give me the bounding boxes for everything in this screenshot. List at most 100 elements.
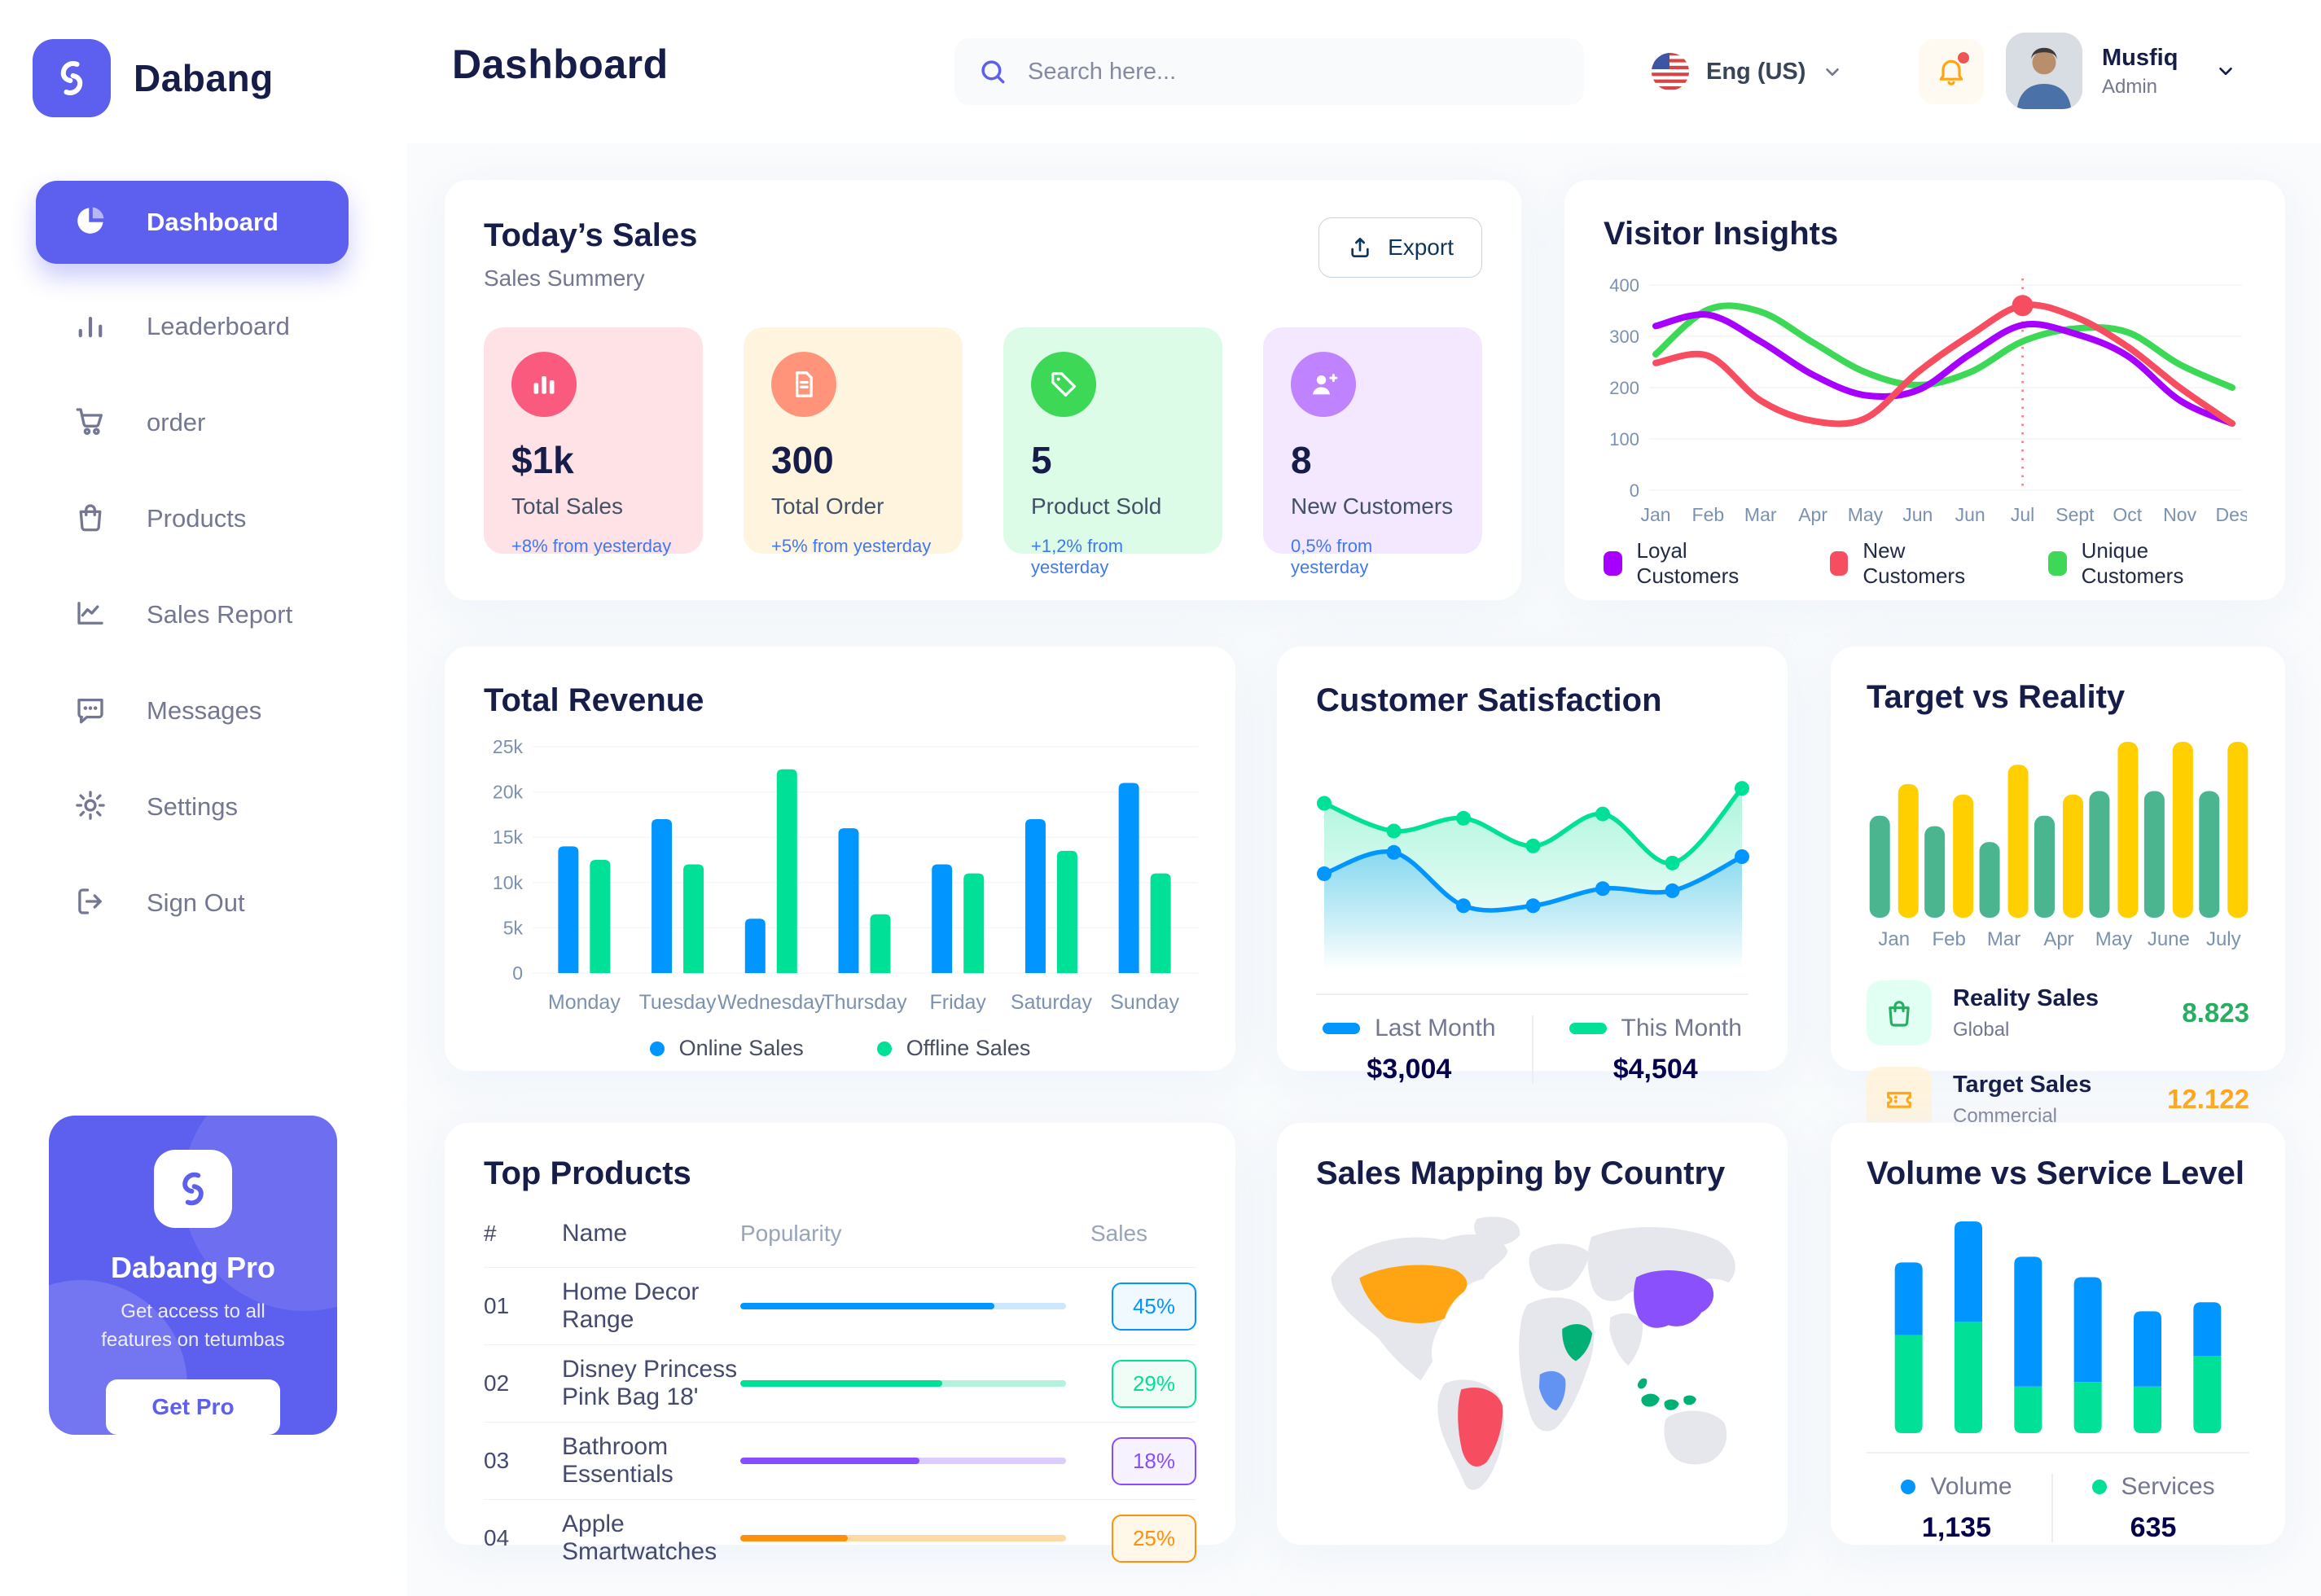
stat-card-total-sales: $1k Total Sales +8% from yesterday [484,327,703,556]
svg-text:Nov: Nov [2163,504,2196,525]
table-row[interactable]: 01 Home Decor Range 45% [484,1268,1196,1345]
target-sales-value: 12.122 [2167,1084,2249,1114]
svg-text:Oct: Oct [2113,504,2142,525]
sidebar-item-leaderboard[interactable]: Leaderboard [0,278,407,375]
product-name: Bathroom Essentials [562,1433,673,1488]
legend-label: Unique Customers [2081,538,2184,588]
bell-icon [1939,59,1963,86]
customer-satisfaction-chart [1317,781,1749,970]
notification-button[interactable] [1919,39,1984,104]
country-china[interactable] [1634,1270,1714,1328]
visitor-insights-chart: 0 100 200 300 400 Jan Feb Mar Apr May Jun Jun Jul Sep… [1609,275,2249,525]
sidebar-item-label: Settings [147,792,239,821]
country-usa[interactable] [1359,1265,1468,1323]
sidebar-item-sign-out[interactable]: Sign Out [0,855,407,951]
total-revenue-chart: 0 5k 10k 15k 20k 25k Monday Tuesday WednesdayThu… [493,736,1198,1014]
sidebar-item-products[interactable]: Products [0,471,407,567]
satisfaction-legend: Last Month $3,004 This Month $4,504 [1316,1015,1748,1085]
search-input[interactable] [1026,57,1561,86]
legend-sublabel: Global [1953,1018,2010,1041]
visitor-legend: Loyal Customers New Customers Unique Cus… [1604,538,2246,589]
popularity-bar [740,1458,1066,1464]
notification-badge [1956,50,1971,65]
header-popularity: Popularity [740,1221,842,1246]
total-revenue-title: Total Revenue [484,682,704,718]
user-profile[interactable]: Musfiq Admin [2006,33,2236,109]
bar-chart-icon [511,352,577,417]
ticket-icon [1867,1067,1932,1132]
svg-text:0: 0 [512,962,523,984]
customer-satisfaction-title: Customer Satisfaction [1316,682,1662,718]
sidebar-item-label: Sales Report [147,600,293,629]
svg-text:10k: 10k [493,872,524,893]
top-products-title: Top Products [484,1155,691,1191]
topbar: Dashboard [407,0,2321,143]
product-num: 03 [484,1448,510,1473]
export-button[interactable]: Export [1318,217,1482,278]
sidebar-item-label: Dashboard [147,208,279,236]
services-dot [2091,1479,2107,1494]
sales-mapping-card: Sales Mapping by Country [1276,1122,1788,1546]
svg-text:Sept: Sept [2056,504,2095,525]
svg-text:Apr: Apr [2043,928,2073,950]
sales-badge: 29% [1112,1359,1196,1408]
svg-text:400: 400 [1609,275,1639,296]
chevron-down-icon [2219,67,2233,76]
stat-card-new-customers: 8 New Customers 0,5% from yesterday [1263,327,1482,577]
sidebar-menu: Dashboard Leaderboard order [0,181,407,951]
popularity-bar [740,1303,1066,1309]
sidebar-item-label: Sign Out [147,888,245,917]
popularity-bar [740,1380,1066,1387]
stat-label: New Customers [1291,493,1454,519]
pro-card-subtitle: Get access to all features on tetumbas [101,1300,285,1351]
target-vs-reality-title: Target vs Reality [1867,679,2126,715]
export-icon [1351,238,1369,257]
europe-shape [1529,1243,1590,1291]
stat-delta: 0,5% from yesterday [1291,536,1373,577]
svg-text:Mar: Mar [1987,928,2020,950]
svg-text:100: 100 [1609,429,1639,449]
main-content: Today’s Sales Sales Summery Export $1k T [407,143,2321,1596]
volume-dot [1901,1479,1916,1494]
volume-service-title: Volume vs Service Level [1867,1155,2244,1191]
sidebar-item-messages[interactable]: Messages [0,663,407,759]
svg-text:Feb: Feb [1932,928,1965,950]
svg-text:0: 0 [1630,480,1639,501]
country-brazil[interactable] [1458,1387,1503,1467]
stat-value: 5 [1031,439,1052,481]
volume-service-card: Volume vs Service Level Volume 1,135 Ser… [1830,1122,2286,1546]
svg-text:Thursday: Thursday [822,991,907,1014]
brand-logo[interactable]: Dabang [33,39,274,117]
sidebar-item-dashboard[interactable]: Dashboard [36,181,349,264]
stat-card-total-order: 300 Total Order +5% from yesterday [744,327,963,556]
search-bar[interactable] [954,38,1584,105]
sales-badge: 45% [1112,1282,1196,1331]
asia-shape [1587,1226,1735,1301]
sidebar-item-sales-report[interactable]: Sales Report [0,567,407,663]
svg-text:Friday: Friday [929,991,986,1014]
user-plus-icon [1291,352,1356,417]
sidebar-item-order[interactable]: order [0,375,407,471]
legend-label: This Month [1621,1014,1742,1041]
world-map [1331,1217,1735,1490]
get-pro-button[interactable]: Get Pro [106,1379,280,1435]
svg-text:20k: 20k [493,782,524,803]
table-row[interactable]: 04 Apple Smartwatches 25% [484,1500,1196,1576]
divider [1316,993,1748,995]
table-row[interactable]: 03 Bathroom Essentials 18% [484,1423,1196,1500]
svg-text:July: July [2206,928,2241,950]
language-selector[interactable]: Eng (US) [1651,42,1843,101]
country-dr-congo[interactable] [1538,1370,1566,1411]
divider [1531,1015,1533,1084]
country-indonesia[interactable] [1637,1378,1696,1410]
stat-delta: +8% from yesterday [511,536,672,556]
svg-text:Jun: Jun [1902,504,1933,525]
table-row[interactable]: 02 Disney Princess Pink Bag 18' 29% [484,1345,1196,1423]
country-saudi-arabia[interactable] [1562,1324,1593,1361]
sidebar-item-settings[interactable]: Settings [0,759,407,855]
sidebar-item-label: Messages [147,696,262,725]
product-num: 02 [484,1370,510,1396]
sales-badge: 25% [1112,1514,1196,1563]
product-name: Home Decor Range [562,1278,700,1333]
product-name: Apple Smartwatches [562,1510,717,1565]
